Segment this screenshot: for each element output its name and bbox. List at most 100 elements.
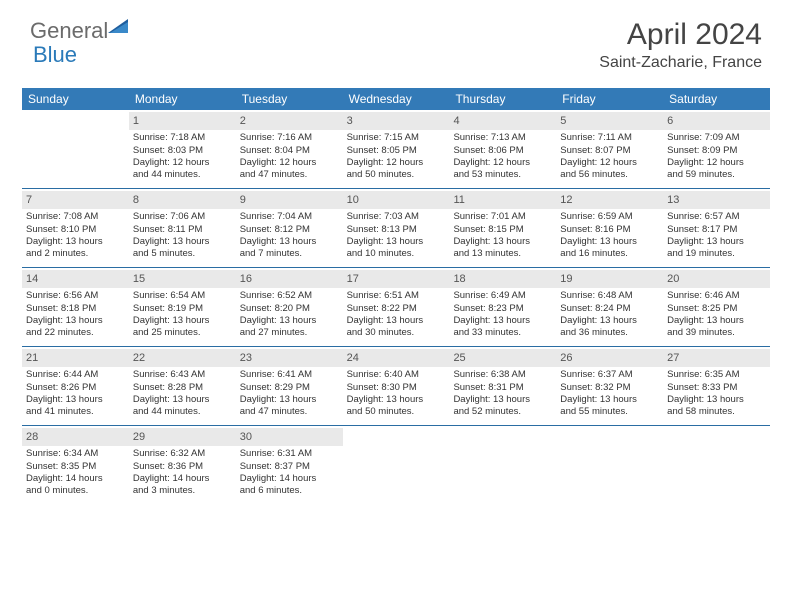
daylight-text: Daylight: 12 hours: [560, 157, 659, 169]
sunrise-text: Sunrise: 7:16 AM: [240, 132, 339, 144]
day-cell: 2Sunrise: 7:16 AMSunset: 8:04 PMDaylight…: [236, 110, 343, 188]
daylight-text: Daylight: 13 hours: [560, 236, 659, 248]
day-number: 14: [22, 270, 129, 288]
day-cell: 8Sunrise: 7:06 AMSunset: 8:11 PMDaylight…: [129, 189, 236, 267]
sunset-text: Sunset: 8:10 PM: [26, 224, 125, 236]
day-cell: 25Sunrise: 6:38 AMSunset: 8:31 PMDayligh…: [449, 347, 556, 425]
daylight-text: and 19 minutes.: [667, 248, 766, 260]
day-number: 5: [556, 112, 663, 130]
daylight-text: and 53 minutes.: [453, 169, 552, 181]
daylight-text: and 25 minutes.: [133, 327, 232, 339]
day-number: 23: [236, 349, 343, 367]
day-cell: 6Sunrise: 7:09 AMSunset: 8:09 PMDaylight…: [663, 110, 770, 188]
day-number: 28: [22, 428, 129, 446]
day-number: 20: [663, 270, 770, 288]
day-number: [556, 428, 663, 446]
sunset-text: Sunset: 8:31 PM: [453, 382, 552, 394]
calendar: SundayMondayTuesdayWednesdayThursdayFrid…: [22, 88, 770, 504]
daylight-text: and 47 minutes.: [240, 406, 339, 418]
empty-cell: [22, 110, 129, 188]
day-cell: 5Sunrise: 7:11 AMSunset: 8:07 PMDaylight…: [556, 110, 663, 188]
day-cell: 14Sunrise: 6:56 AMSunset: 8:18 PMDayligh…: [22, 268, 129, 346]
day-number: 2: [236, 112, 343, 130]
day-number: [449, 428, 556, 446]
logo-text-blue: Blue: [33, 42, 77, 67]
sunrise-text: Sunrise: 6:49 AM: [453, 290, 552, 302]
daylight-text: and 22 minutes.: [26, 327, 125, 339]
day-number: 6: [663, 112, 770, 130]
daylight-text: Daylight: 13 hours: [240, 236, 339, 248]
daylight-text: and 0 minutes.: [26, 485, 125, 497]
daylight-text: Daylight: 13 hours: [453, 236, 552, 248]
day-number: 7: [22, 191, 129, 209]
daylight-text: and 41 minutes.: [26, 406, 125, 418]
sunrise-text: Sunrise: 7:01 AM: [453, 211, 552, 223]
sunset-text: Sunset: 8:17 PM: [667, 224, 766, 236]
title-block: April 2024 Saint-Zacharie, France: [599, 18, 762, 72]
sunrise-text: Sunrise: 7:03 AM: [347, 211, 446, 223]
location: Saint-Zacharie, France: [599, 54, 762, 72]
daylight-text: and 50 minutes.: [347, 406, 446, 418]
daylight-text: and 16 minutes.: [560, 248, 659, 260]
day-number: 4: [449, 112, 556, 130]
sunset-text: Sunset: 8:35 PM: [26, 461, 125, 473]
daylight-text: Daylight: 12 hours: [133, 157, 232, 169]
logo-triangle-icon: [108, 17, 130, 40]
sunset-text: Sunset: 8:29 PM: [240, 382, 339, 394]
sunset-text: Sunset: 8:28 PM: [133, 382, 232, 394]
weeks-container: 1Sunrise: 7:18 AMSunset: 8:03 PMDaylight…: [22, 110, 770, 504]
daylight-text: Daylight: 13 hours: [347, 394, 446, 406]
day-number: 24: [343, 349, 450, 367]
daylight-text: and 13 minutes.: [453, 248, 552, 260]
day-number: 8: [129, 191, 236, 209]
sunrise-text: Sunrise: 6:40 AM: [347, 369, 446, 381]
sunrise-text: Sunrise: 7:08 AM: [26, 211, 125, 223]
day-cell: 13Sunrise: 6:57 AMSunset: 8:17 PMDayligh…: [663, 189, 770, 267]
week-row: 7 Sunrise: 7:08 AMSunset: 8:10 PM Daylight…: [22, 189, 770, 268]
daylight-text: Daylight: 13 hours: [133, 315, 232, 327]
day-number: 30: [236, 428, 343, 446]
sunset-text: Sunset: 8:25 PM: [667, 303, 766, 315]
day-cell: 23Sunrise: 6:41 AMSunset: 8:29 PMDayligh…: [236, 347, 343, 425]
sunset-text: Sunset: 8:15 PM: [453, 224, 552, 236]
sunrise-text: Sunrise: 6:44 AM: [26, 369, 125, 381]
sunrise-text: Sunrise: 6:59 AM: [560, 211, 659, 223]
daylight-text: and 27 minutes.: [240, 327, 339, 339]
day-number: 25: [449, 349, 556, 367]
daylight-text: and 47 minutes.: [240, 169, 339, 181]
daylight-text: and 2 minutes.: [26, 248, 125, 260]
day-cell: 15Sunrise: 6:54 AMSunset: 8:19 PMDayligh…: [129, 268, 236, 346]
day-number: 11: [449, 191, 556, 209]
logo-text-blue-wrap: Blue: [33, 42, 77, 68]
day-header-row: SundayMondayTuesdayWednesdayThursdayFrid…: [22, 88, 770, 110]
day-number: 18: [449, 270, 556, 288]
sunset-text: Sunset: 8:06 PM: [453, 145, 552, 157]
sunset-text: Sunset: 8:03 PM: [133, 145, 232, 157]
day-header-cell: Wednesday: [343, 88, 450, 110]
daylight-text: Daylight: 13 hours: [667, 315, 766, 327]
day-header-cell: Thursday: [449, 88, 556, 110]
month-title: April 2024: [599, 18, 762, 52]
sunset-text: Sunset: 8:05 PM: [347, 145, 446, 157]
day-cell: 29Sunrise: 6:32 AMSunset: 8:36 PMDayligh…: [129, 426, 236, 504]
sunset-text: Sunset: 8:24 PM: [560, 303, 659, 315]
sunset-text: Sunset: 8:20 PM: [240, 303, 339, 315]
day-cell: 3Sunrise: 7:15 AMSunset: 8:05 PMDaylight…: [343, 110, 450, 188]
empty-cell: [556, 426, 663, 504]
daylight-text: Daylight: 13 hours: [347, 236, 446, 248]
daylight-text: Daylight: 13 hours: [667, 394, 766, 406]
day-header-cell: Tuesday: [236, 88, 343, 110]
empty-cell: [449, 426, 556, 504]
daylight-text: and 44 minutes.: [133, 169, 232, 181]
sunrise-text: Sunrise: 6:32 AM: [133, 448, 232, 460]
day-number: 19: [556, 270, 663, 288]
day-number: 15: [129, 270, 236, 288]
sunrise-text: Sunrise: 6:48 AM: [560, 290, 659, 302]
sunset-text: Sunset: 8:37 PM: [240, 461, 339, 473]
day-cell: 20Sunrise: 6:46 AMSunset: 8:25 PMDayligh…: [663, 268, 770, 346]
sunset-text: Sunset: 8:18 PM: [26, 303, 125, 315]
sunrise-text: Sunrise: 7:04 AM: [240, 211, 339, 223]
daylight-text: Daylight: 13 hours: [667, 236, 766, 248]
daylight-text: and 56 minutes.: [560, 169, 659, 181]
day-number: 9: [236, 191, 343, 209]
